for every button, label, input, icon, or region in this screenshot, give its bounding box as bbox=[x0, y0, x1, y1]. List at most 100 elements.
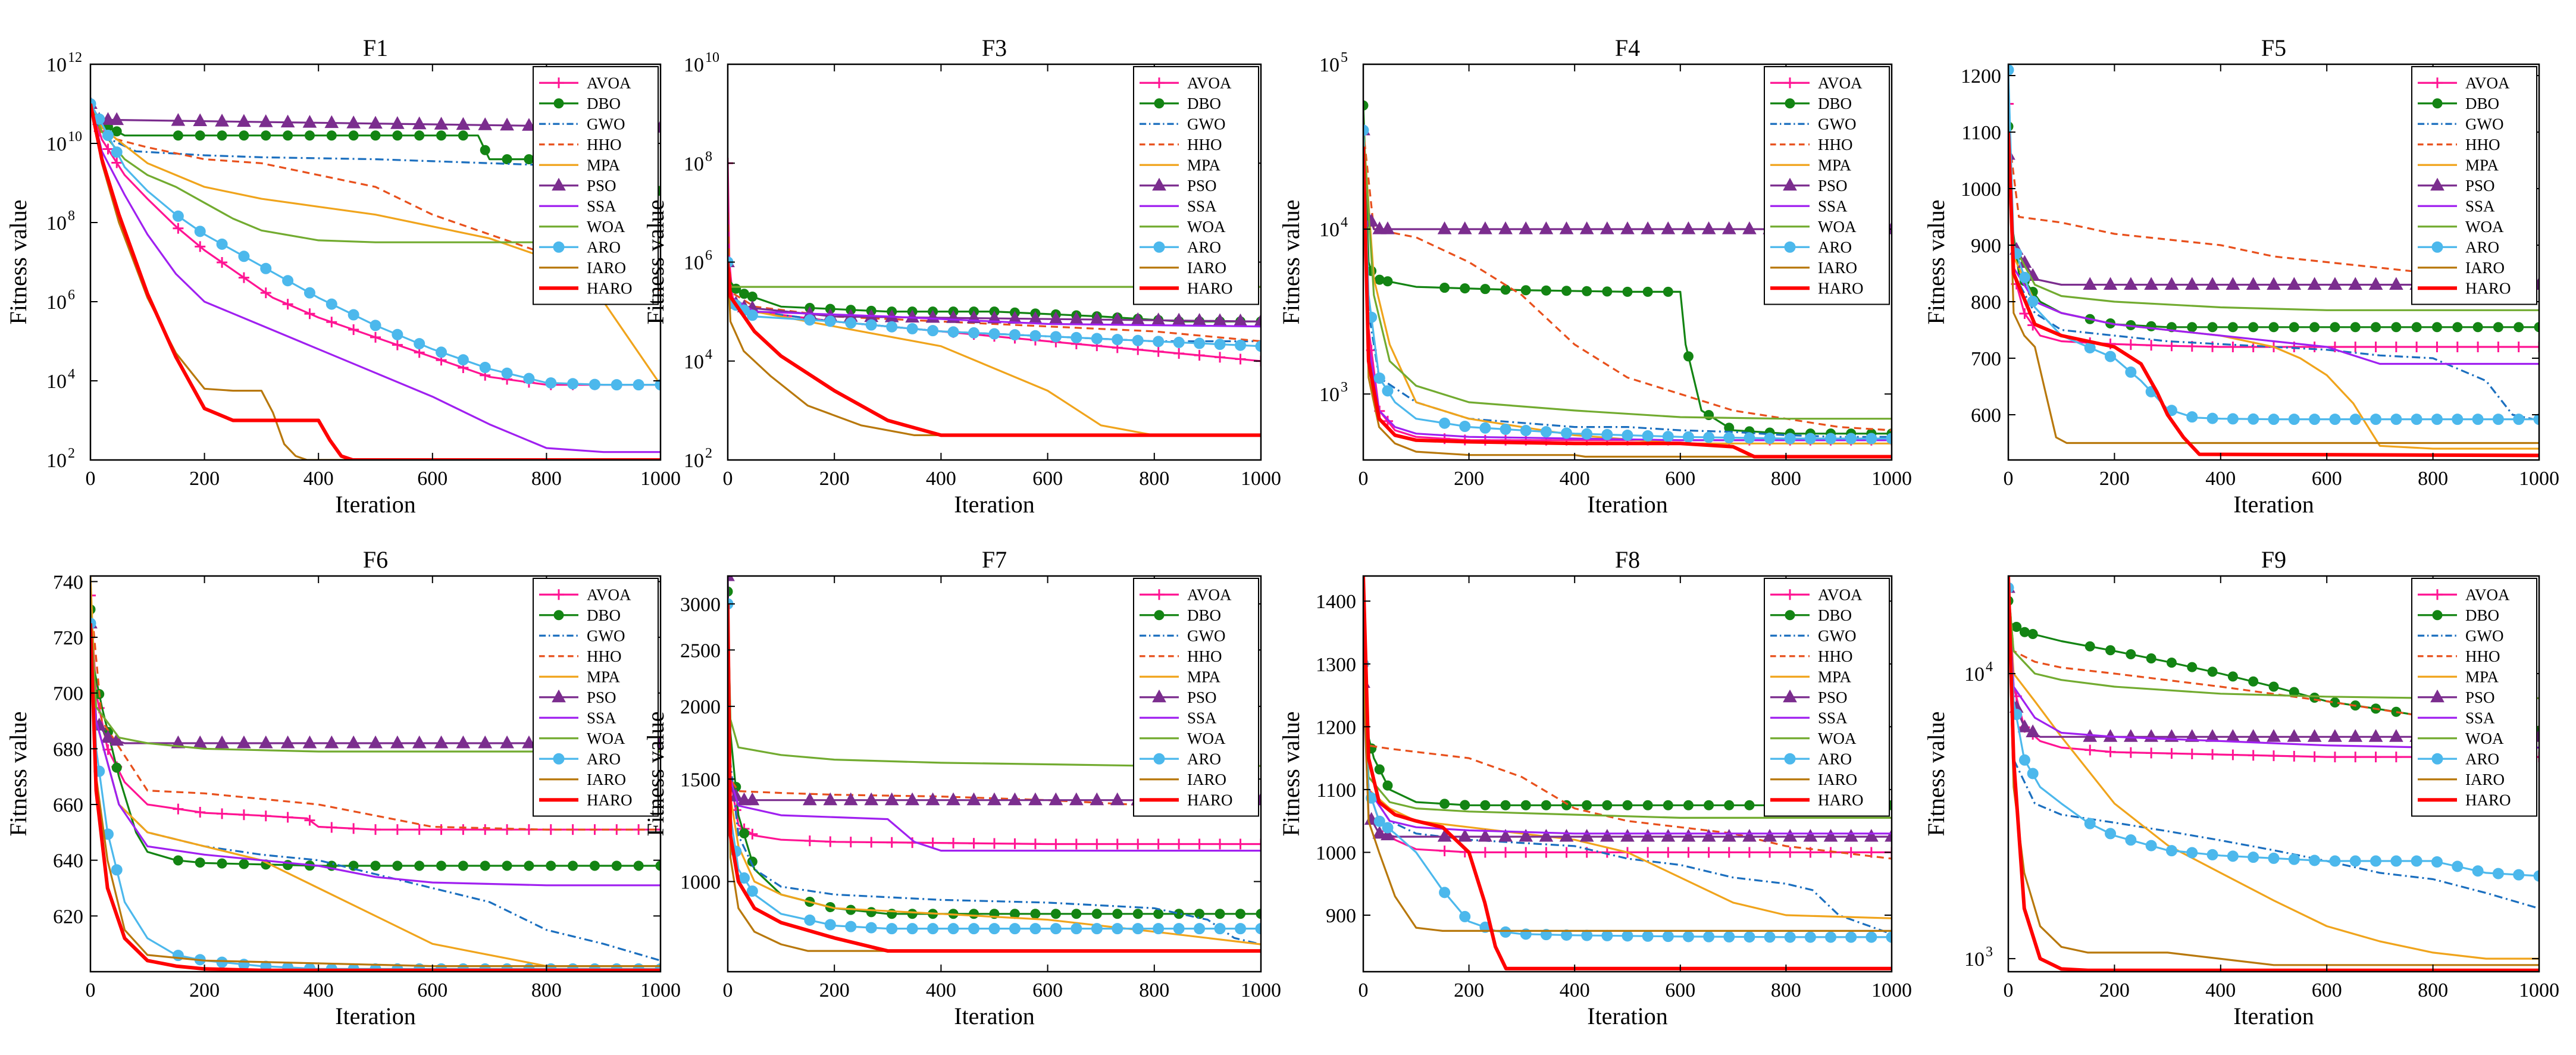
legend-label-aro: ARO bbox=[587, 750, 621, 768]
marker-aro bbox=[1459, 910, 1471, 922]
marker-avoa bbox=[2125, 339, 2136, 350]
marker-avoa bbox=[1723, 847, 1735, 858]
legend-label-aro: ARO bbox=[587, 238, 621, 256]
legend-label-pso: PSO bbox=[1187, 688, 1217, 706]
y-tick-label: 10 bbox=[46, 292, 67, 314]
marker-aro bbox=[2206, 849, 2218, 860]
marker-pso bbox=[522, 735, 536, 749]
series-line-mpa bbox=[2008, 587, 2539, 960]
marker-avoa bbox=[2390, 342, 2402, 352]
marker-avoa bbox=[282, 812, 293, 823]
x-tick-label: 1000 bbox=[1871, 979, 1912, 1001]
x-tick-label: 600 bbox=[2312, 468, 2342, 490]
marker-aro bbox=[2492, 868, 2504, 879]
x-tick-label: 400 bbox=[2205, 468, 2236, 490]
marker-aro bbox=[479, 361, 491, 373]
marker-aro bbox=[1581, 428, 1593, 440]
marker-pso bbox=[2205, 277, 2220, 290]
marker-aro bbox=[1382, 822, 1394, 834]
marker-avoa bbox=[2019, 308, 2030, 319]
marker-aro bbox=[567, 378, 579, 390]
marker-aro bbox=[1479, 422, 1491, 434]
y-tick-exponent: 4 bbox=[1341, 215, 1348, 230]
marker-dbo bbox=[1622, 800, 1633, 810]
y-tick-exponent: 8 bbox=[705, 149, 712, 164]
marker-dbo bbox=[1235, 909, 1246, 919]
marker-aro bbox=[1804, 433, 1816, 444]
marker-dbo bbox=[1194, 909, 1205, 919]
y-tick-exponent: 10 bbox=[705, 50, 719, 65]
legend-label-dbo: DBO bbox=[587, 95, 621, 112]
legend-label-dbo: DBO bbox=[1187, 95, 1221, 112]
marker-dbo bbox=[1683, 800, 1694, 810]
marker-dbo bbox=[1439, 799, 1450, 809]
marker-aro bbox=[968, 923, 980, 935]
marker-dbo bbox=[1256, 909, 1261, 919]
series-markers-aro bbox=[728, 256, 1261, 352]
marker-pso bbox=[390, 116, 405, 129]
legend-label-ssa: SSA bbox=[1818, 709, 1848, 727]
marker-dbo bbox=[2166, 658, 2177, 668]
axes-frame bbox=[1362, 575, 1893, 973]
marker-avoa bbox=[989, 838, 1000, 849]
x-tick-label: 0 bbox=[1359, 468, 1369, 490]
marker-aro bbox=[1373, 372, 1385, 384]
marker-dbo bbox=[1363, 100, 1369, 111]
y-tick-label: 1100 bbox=[1961, 122, 2001, 144]
x-tick-label: 0 bbox=[1359, 979, 1369, 1001]
legend-label-aro: ARO bbox=[1818, 750, 1852, 768]
marker-avoa bbox=[1764, 847, 1776, 858]
x-tick-label: 400 bbox=[303, 979, 334, 1001]
y-tick-label: 700 bbox=[53, 683, 83, 705]
marker-pso bbox=[258, 735, 273, 749]
marker-aro bbox=[1886, 931, 1892, 943]
marker-dbo bbox=[2126, 649, 2136, 660]
marker-dbo bbox=[2411, 322, 2422, 333]
marker-pso bbox=[412, 735, 427, 749]
axes-frame bbox=[727, 575, 1262, 973]
marker-aro bbox=[947, 326, 959, 338]
marker-avoa bbox=[927, 837, 938, 849]
marker-aro bbox=[927, 923, 939, 935]
marker-avoa bbox=[655, 824, 661, 835]
marker-dbo bbox=[866, 907, 877, 918]
marker-aro bbox=[655, 379, 661, 391]
marker-pso bbox=[2026, 724, 2040, 737]
legend: AVOA DBO GWO HHO MPA PSO SSA WOA ARO IARO HARO bbox=[2411, 66, 2537, 305]
y-tick-label: 1500 bbox=[680, 769, 721, 791]
marker-aro bbox=[1153, 923, 1165, 935]
y-tick-label: 660 bbox=[53, 794, 83, 816]
series-markers-avoa bbox=[2008, 98, 2539, 352]
marker-aro bbox=[2492, 414, 2504, 425]
marker-dbo bbox=[2289, 322, 2299, 333]
marker-dbo bbox=[2146, 653, 2156, 663]
marker-aro bbox=[1845, 433, 1857, 444]
marker-dbo bbox=[304, 130, 315, 141]
series-line-woa bbox=[2008, 587, 2539, 699]
marker-aro bbox=[1173, 923, 1185, 935]
marker-aro bbox=[348, 309, 359, 321]
panel-title: F4 bbox=[1615, 35, 1640, 61]
marker-dbo bbox=[2187, 322, 2198, 333]
marker-avoa bbox=[111, 157, 123, 168]
marker-avoa bbox=[2350, 752, 2361, 763]
marker-aro bbox=[282, 275, 294, 287]
legend-label-woa: WOA bbox=[587, 730, 625, 747]
marker-pso bbox=[1681, 221, 1696, 234]
y-tick-label: 600 bbox=[1971, 405, 2001, 427]
marker-pso bbox=[2368, 729, 2383, 742]
marker-avoa bbox=[238, 809, 249, 821]
marker-dbo bbox=[524, 860, 534, 871]
marker-pso bbox=[1721, 221, 1736, 234]
x-tick-label: 0 bbox=[86, 468, 96, 490]
marker-dbo bbox=[1642, 286, 1653, 297]
marker-pso bbox=[1823, 829, 1838, 842]
legend-marker-pso bbox=[2430, 177, 2444, 191]
y-tick-label: 1000 bbox=[680, 872, 721, 894]
series-line-woa bbox=[1363, 130, 1892, 420]
y-tick-label: 640 bbox=[53, 850, 83, 872]
marker-aro bbox=[1255, 340, 1261, 352]
series-line-iaro bbox=[728, 603, 1261, 952]
series-line-hho bbox=[728, 603, 1261, 815]
